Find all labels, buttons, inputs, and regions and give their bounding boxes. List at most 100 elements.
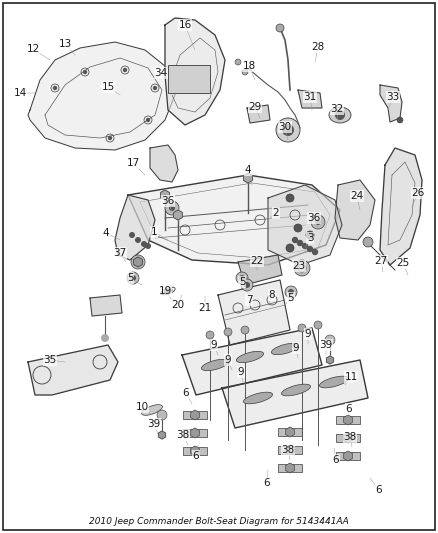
Circle shape — [127, 272, 139, 284]
Text: 36: 36 — [161, 196, 175, 206]
Circle shape — [303, 244, 307, 248]
Circle shape — [124, 69, 127, 71]
Ellipse shape — [329, 107, 351, 123]
Text: 9: 9 — [293, 343, 299, 353]
Polygon shape — [380, 85, 402, 122]
Circle shape — [307, 246, 312, 252]
Text: 11: 11 — [344, 372, 357, 382]
Text: 9: 9 — [225, 355, 231, 365]
Text: 34: 34 — [154, 68, 168, 78]
Text: 35: 35 — [43, 355, 57, 365]
Bar — [278, 446, 302, 454]
Circle shape — [294, 260, 310, 276]
Polygon shape — [222, 360, 368, 428]
Circle shape — [285, 286, 297, 298]
Text: 38: 38 — [343, 432, 357, 442]
Circle shape — [315, 219, 321, 225]
Circle shape — [236, 272, 248, 284]
Text: 5: 5 — [127, 273, 133, 283]
Text: 31: 31 — [304, 92, 317, 102]
Circle shape — [135, 237, 141, 243]
Circle shape — [276, 24, 284, 32]
Text: 33: 33 — [386, 92, 399, 102]
Circle shape — [235, 59, 241, 65]
Text: 17: 17 — [127, 158, 140, 168]
Polygon shape — [90, 295, 122, 316]
Circle shape — [286, 244, 294, 252]
Bar — [336, 452, 360, 460]
Text: 15: 15 — [101, 82, 115, 92]
Circle shape — [241, 279, 253, 291]
Polygon shape — [28, 345, 118, 395]
Ellipse shape — [282, 384, 311, 396]
Polygon shape — [128, 175, 340, 265]
Polygon shape — [182, 328, 322, 395]
Bar — [278, 428, 302, 436]
Circle shape — [109, 136, 112, 140]
Circle shape — [206, 331, 214, 339]
Text: 14: 14 — [14, 88, 27, 98]
Text: 27: 27 — [374, 256, 388, 266]
Circle shape — [157, 410, 167, 420]
Circle shape — [363, 237, 373, 247]
Text: 30: 30 — [279, 122, 292, 132]
Text: 20: 20 — [171, 300, 184, 310]
Text: 26: 26 — [411, 188, 424, 198]
Ellipse shape — [237, 351, 264, 362]
Polygon shape — [115, 195, 155, 260]
Text: 13: 13 — [58, 39, 72, 49]
Ellipse shape — [141, 405, 162, 415]
Circle shape — [146, 118, 149, 122]
Text: 1: 1 — [151, 227, 157, 237]
Text: 6: 6 — [264, 478, 270, 488]
Circle shape — [244, 282, 250, 288]
Text: 4: 4 — [245, 165, 251, 175]
Text: 6: 6 — [333, 455, 339, 465]
Text: 23: 23 — [293, 261, 306, 271]
Ellipse shape — [201, 359, 229, 370]
Circle shape — [306, 231, 314, 239]
Bar — [278, 464, 302, 472]
Text: 38: 38 — [281, 445, 295, 455]
Text: 38: 38 — [177, 430, 190, 440]
Circle shape — [129, 232, 135, 238]
Circle shape — [325, 335, 335, 345]
Text: 3: 3 — [307, 233, 313, 243]
Polygon shape — [238, 255, 282, 285]
Circle shape — [101, 334, 109, 342]
Text: 39: 39 — [319, 340, 332, 350]
Text: 19: 19 — [159, 286, 172, 296]
Circle shape — [298, 324, 306, 332]
Circle shape — [286, 194, 294, 202]
Text: 29: 29 — [248, 102, 261, 112]
Circle shape — [293, 238, 297, 243]
Text: 6: 6 — [193, 451, 199, 461]
Text: 5: 5 — [239, 277, 245, 287]
Text: 8: 8 — [268, 290, 276, 300]
Circle shape — [242, 69, 248, 75]
Circle shape — [239, 275, 245, 281]
Text: 32: 32 — [330, 104, 344, 114]
Text: 2010 Jeep Commander Bolt-Seat Diagram for 5143441AA: 2010 Jeep Commander Bolt-Seat Diagram fo… — [89, 516, 349, 526]
Text: 4: 4 — [102, 228, 110, 238]
Circle shape — [335, 110, 345, 120]
Text: 28: 28 — [311, 42, 325, 52]
Text: 7: 7 — [246, 295, 252, 305]
Circle shape — [294, 224, 302, 232]
Text: 39: 39 — [147, 419, 161, 429]
Text: 22: 22 — [251, 256, 264, 266]
Text: 21: 21 — [198, 303, 212, 313]
Polygon shape — [150, 145, 178, 182]
Text: 25: 25 — [396, 258, 410, 268]
Circle shape — [145, 243, 151, 249]
Circle shape — [297, 240, 303, 246]
Circle shape — [84, 70, 86, 74]
Text: 37: 37 — [113, 248, 127, 258]
Text: 9: 9 — [211, 340, 217, 350]
Polygon shape — [218, 280, 290, 345]
Text: 10: 10 — [135, 402, 148, 412]
Circle shape — [397, 117, 403, 123]
Circle shape — [288, 289, 294, 295]
Circle shape — [276, 118, 300, 142]
Bar — [183, 429, 207, 437]
